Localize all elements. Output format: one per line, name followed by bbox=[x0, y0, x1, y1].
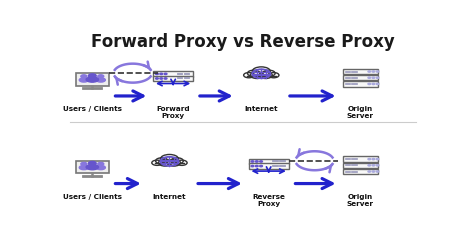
Circle shape bbox=[376, 77, 379, 78]
Circle shape bbox=[255, 165, 258, 167]
Circle shape bbox=[372, 165, 375, 166]
Circle shape bbox=[89, 161, 96, 165]
Circle shape bbox=[177, 160, 187, 165]
FancyBboxPatch shape bbox=[343, 169, 378, 174]
FancyBboxPatch shape bbox=[153, 76, 193, 81]
Circle shape bbox=[372, 159, 375, 160]
Circle shape bbox=[155, 73, 158, 75]
Circle shape bbox=[81, 162, 87, 165]
Circle shape bbox=[89, 74, 96, 78]
FancyBboxPatch shape bbox=[248, 159, 289, 164]
FancyBboxPatch shape bbox=[343, 163, 378, 168]
Circle shape bbox=[368, 71, 371, 72]
Circle shape bbox=[152, 160, 162, 165]
Circle shape bbox=[160, 78, 163, 79]
Circle shape bbox=[247, 70, 260, 76]
Text: Forward
Proxy: Forward Proxy bbox=[156, 106, 190, 119]
Ellipse shape bbox=[79, 78, 89, 82]
Circle shape bbox=[251, 165, 254, 167]
FancyBboxPatch shape bbox=[75, 73, 109, 86]
Circle shape bbox=[263, 70, 275, 76]
Circle shape bbox=[368, 83, 371, 85]
Text: Users / Clients: Users / Clients bbox=[63, 194, 122, 200]
Circle shape bbox=[167, 160, 181, 166]
Circle shape bbox=[368, 171, 371, 172]
Circle shape bbox=[98, 75, 104, 78]
Circle shape bbox=[260, 165, 263, 167]
Circle shape bbox=[155, 158, 168, 164]
Ellipse shape bbox=[96, 165, 105, 170]
FancyBboxPatch shape bbox=[343, 75, 378, 80]
Circle shape bbox=[376, 165, 379, 166]
Circle shape bbox=[372, 77, 375, 78]
Circle shape bbox=[171, 158, 183, 164]
Circle shape bbox=[160, 73, 163, 75]
Circle shape bbox=[164, 73, 167, 75]
Circle shape bbox=[250, 72, 264, 78]
Text: Origin
Server: Origin Server bbox=[347, 106, 374, 119]
Circle shape bbox=[164, 78, 167, 79]
Text: Reverse
Proxy: Reverse Proxy bbox=[252, 194, 285, 207]
Text: Forward Proxy vs Reverse Proxy: Forward Proxy vs Reverse Proxy bbox=[91, 33, 395, 51]
Circle shape bbox=[81, 75, 87, 78]
FancyBboxPatch shape bbox=[343, 81, 378, 87]
Ellipse shape bbox=[96, 78, 105, 82]
Circle shape bbox=[376, 83, 379, 85]
Circle shape bbox=[98, 162, 104, 165]
Text: Internet: Internet bbox=[245, 106, 278, 112]
FancyBboxPatch shape bbox=[153, 71, 193, 77]
Circle shape bbox=[252, 67, 270, 76]
Circle shape bbox=[368, 165, 371, 166]
Circle shape bbox=[244, 73, 254, 78]
Circle shape bbox=[376, 159, 379, 160]
FancyBboxPatch shape bbox=[75, 161, 109, 173]
Text: Internet: Internet bbox=[153, 194, 186, 200]
Ellipse shape bbox=[79, 165, 89, 170]
Circle shape bbox=[368, 77, 371, 78]
Circle shape bbox=[368, 159, 371, 160]
Text: Users / Clients: Users / Clients bbox=[63, 106, 122, 112]
Circle shape bbox=[376, 171, 379, 172]
Circle shape bbox=[372, 83, 375, 85]
Circle shape bbox=[260, 161, 263, 162]
Circle shape bbox=[155, 78, 158, 79]
FancyBboxPatch shape bbox=[248, 163, 289, 169]
Circle shape bbox=[255, 161, 258, 162]
Circle shape bbox=[251, 161, 254, 162]
Text: Origin
Server: Origin Server bbox=[347, 194, 374, 207]
Circle shape bbox=[268, 73, 279, 78]
Ellipse shape bbox=[86, 164, 99, 170]
Circle shape bbox=[372, 171, 375, 172]
Circle shape bbox=[158, 160, 172, 166]
Circle shape bbox=[160, 155, 179, 164]
Circle shape bbox=[259, 72, 272, 78]
Circle shape bbox=[376, 71, 379, 72]
Ellipse shape bbox=[86, 77, 99, 82]
FancyBboxPatch shape bbox=[343, 156, 378, 162]
FancyBboxPatch shape bbox=[343, 69, 378, 74]
Circle shape bbox=[372, 71, 375, 72]
